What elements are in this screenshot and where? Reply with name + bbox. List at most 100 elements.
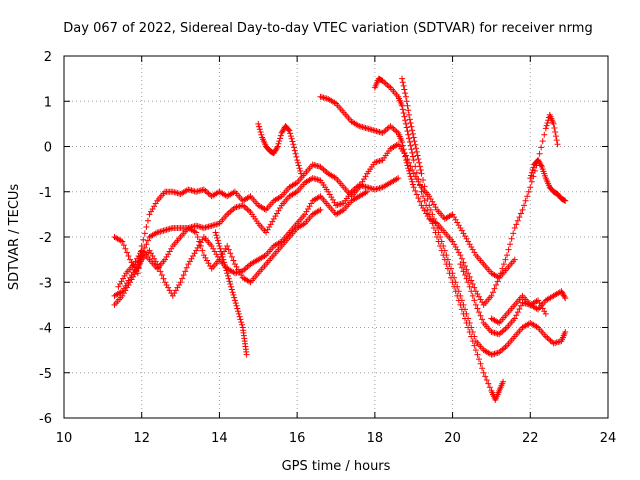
data-point bbox=[211, 248, 218, 255]
data-point bbox=[244, 206, 251, 213]
data-point bbox=[427, 206, 434, 213]
data-point bbox=[454, 283, 461, 290]
data-point bbox=[165, 284, 172, 291]
data-point bbox=[200, 186, 207, 193]
data-point bbox=[303, 208, 310, 215]
grid-layer bbox=[64, 56, 608, 418]
data-point bbox=[529, 167, 536, 174]
data-point bbox=[115, 283, 122, 290]
data-point bbox=[463, 310, 470, 317]
data-point bbox=[536, 150, 543, 157]
data-point bbox=[412, 187, 419, 194]
data-point bbox=[387, 123, 394, 130]
data-point bbox=[227, 250, 234, 257]
data-point bbox=[294, 159, 301, 166]
data-point bbox=[289, 138, 296, 145]
data-point bbox=[413, 169, 420, 176]
data-point bbox=[524, 193, 531, 200]
data-point bbox=[223, 267, 230, 274]
data-point bbox=[399, 79, 406, 86]
data-point bbox=[538, 162, 545, 169]
data-point bbox=[468, 243, 475, 250]
data-point bbox=[171, 290, 178, 297]
data-point bbox=[465, 315, 472, 322]
data-point bbox=[292, 150, 299, 157]
data-point bbox=[561, 293, 568, 300]
data-point bbox=[404, 102, 411, 109]
data-point bbox=[236, 269, 243, 276]
series-track-11 bbox=[488, 292, 549, 326]
data-point bbox=[186, 258, 193, 265]
data-point bbox=[231, 294, 238, 301]
data-point bbox=[517, 302, 524, 309]
data-point bbox=[245, 207, 252, 214]
data-point bbox=[388, 124, 395, 131]
data-point bbox=[497, 270, 504, 277]
data-point bbox=[264, 226, 271, 233]
y-tick-label: -5 bbox=[39, 367, 52, 382]
series-track-12 bbox=[527, 157, 569, 204]
data-point bbox=[458, 297, 465, 304]
data-point bbox=[553, 137, 560, 144]
data-point bbox=[538, 144, 545, 151]
data-point bbox=[496, 331, 503, 338]
data-point bbox=[554, 141, 561, 148]
data-point bbox=[239, 267, 246, 274]
data-point bbox=[409, 178, 416, 185]
data-point bbox=[475, 356, 482, 363]
data-point bbox=[562, 197, 569, 204]
data-point bbox=[446, 261, 453, 268]
data-point bbox=[232, 300, 239, 307]
data-point bbox=[382, 80, 389, 87]
data-point bbox=[222, 245, 229, 252]
data-point bbox=[143, 241, 150, 248]
data-point bbox=[273, 210, 280, 217]
data-point bbox=[542, 125, 549, 132]
data-point bbox=[400, 110, 407, 117]
data-point bbox=[455, 249, 462, 256]
data-point bbox=[234, 305, 241, 312]
data-point bbox=[429, 211, 436, 218]
data-point bbox=[127, 256, 134, 263]
data-point bbox=[502, 343, 509, 350]
data-point bbox=[421, 207, 428, 214]
data-point bbox=[274, 143, 281, 150]
data-point bbox=[415, 195, 422, 202]
data-point bbox=[475, 309, 482, 316]
data-point bbox=[407, 142, 414, 149]
data-point bbox=[228, 253, 235, 260]
data-point bbox=[465, 270, 472, 277]
y-tick-label: 2 bbox=[44, 50, 52, 65]
data-point bbox=[221, 259, 228, 266]
data-point bbox=[415, 176, 422, 183]
data-point bbox=[402, 90, 409, 97]
data-point bbox=[168, 245, 175, 252]
data-point bbox=[507, 241, 514, 248]
data-point bbox=[256, 123, 263, 130]
y-tick-label: -2 bbox=[39, 231, 52, 246]
data-point bbox=[121, 272, 128, 279]
data-point bbox=[225, 246, 232, 253]
data-point bbox=[288, 135, 295, 142]
data-point bbox=[454, 219, 461, 226]
data-point bbox=[125, 253, 132, 260]
data-point bbox=[297, 167, 304, 174]
data-point bbox=[503, 252, 510, 259]
data-point bbox=[416, 182, 423, 189]
data-point bbox=[277, 132, 284, 139]
data-point bbox=[239, 202, 246, 209]
data-point bbox=[225, 275, 232, 282]
data-point bbox=[217, 248, 224, 255]
data-point bbox=[403, 159, 410, 166]
data-point bbox=[471, 342, 478, 349]
data-point bbox=[469, 292, 476, 299]
chart-title: Day 067 of 2022, Sidereal Day-to-day VTE… bbox=[63, 21, 592, 36]
data-point bbox=[196, 238, 203, 245]
data-point bbox=[295, 162, 302, 169]
data-point bbox=[210, 245, 217, 252]
data-point bbox=[122, 245, 129, 252]
data-point bbox=[468, 324, 475, 331]
data-point bbox=[405, 165, 412, 172]
data-point bbox=[460, 230, 467, 237]
